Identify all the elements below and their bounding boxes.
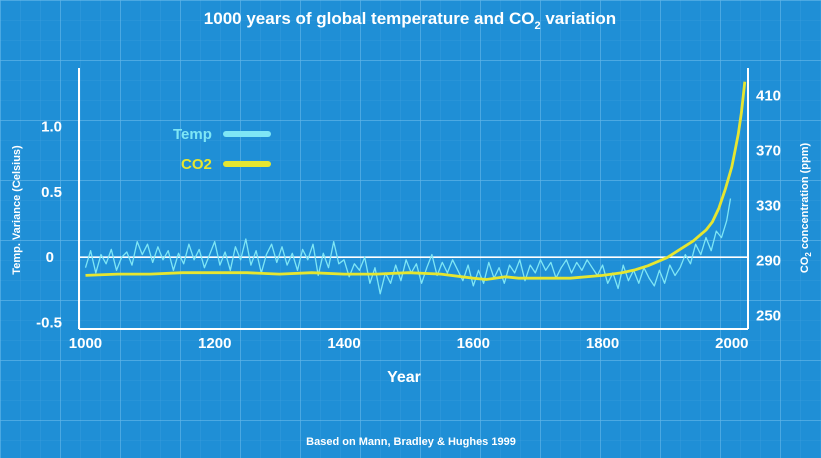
y-left-tick-label: 0.5 [41,184,62,201]
x-tick-label: 1000 [69,335,102,352]
y-left-tick-label: -0.5 [36,314,62,331]
y-right-tick-label: 330 [756,197,781,214]
y-left-tick-label: 1.0 [41,119,62,136]
series-group [84,81,747,295]
x-tick-label: 1600 [457,335,490,352]
x-tick-label: 2000 [715,335,748,352]
chart-title-subscript: 2 [534,20,540,32]
series-line-temp [84,198,732,295]
y-right-tick-label: 250 [756,307,781,324]
chart-title-main: 1000 years of global temperature and CO [204,9,535,28]
y-right-tick-label: 410 [756,87,781,104]
y-axis-label-right-main: CO [799,256,811,273]
chart-title: 1000 years of global temperature and CO2… [204,9,616,32]
x-axis-label: Year [387,369,421,386]
legend-label-co2: CO2 [181,156,212,173]
series-line-co2 [85,81,747,281]
y-right-tick-label: 290 [756,252,781,269]
x-tick-label: 1800 [586,335,619,352]
axes-group [78,68,749,330]
y-axis-label-right-sub: 2 [804,252,813,257]
legend: Temp CO2 [173,126,271,173]
y-axis-label-right-tail: concentration (ppm) [799,142,811,252]
x-tick-label: 1200 [198,335,231,352]
chart-title-tail: variation [541,9,617,28]
x-tick-label: 1400 [327,335,360,352]
source-note: Based on Mann, Bradley & Hughes 1999 [306,436,516,448]
y-left-tick-label: 0 [46,249,54,266]
y-right-tick-label: 370 [756,142,781,159]
legend-label-temp: Temp [173,126,212,143]
y-axis-label-right: CO2 concentration (ppm) [799,142,813,273]
y-axis-label-left: Temp. Variance (Celsius) [11,145,23,275]
ticks-group: 1000 1200 1400 1600 1800 2000 1.0 0.5 0 -0.5 410 37… [36,87,781,352]
